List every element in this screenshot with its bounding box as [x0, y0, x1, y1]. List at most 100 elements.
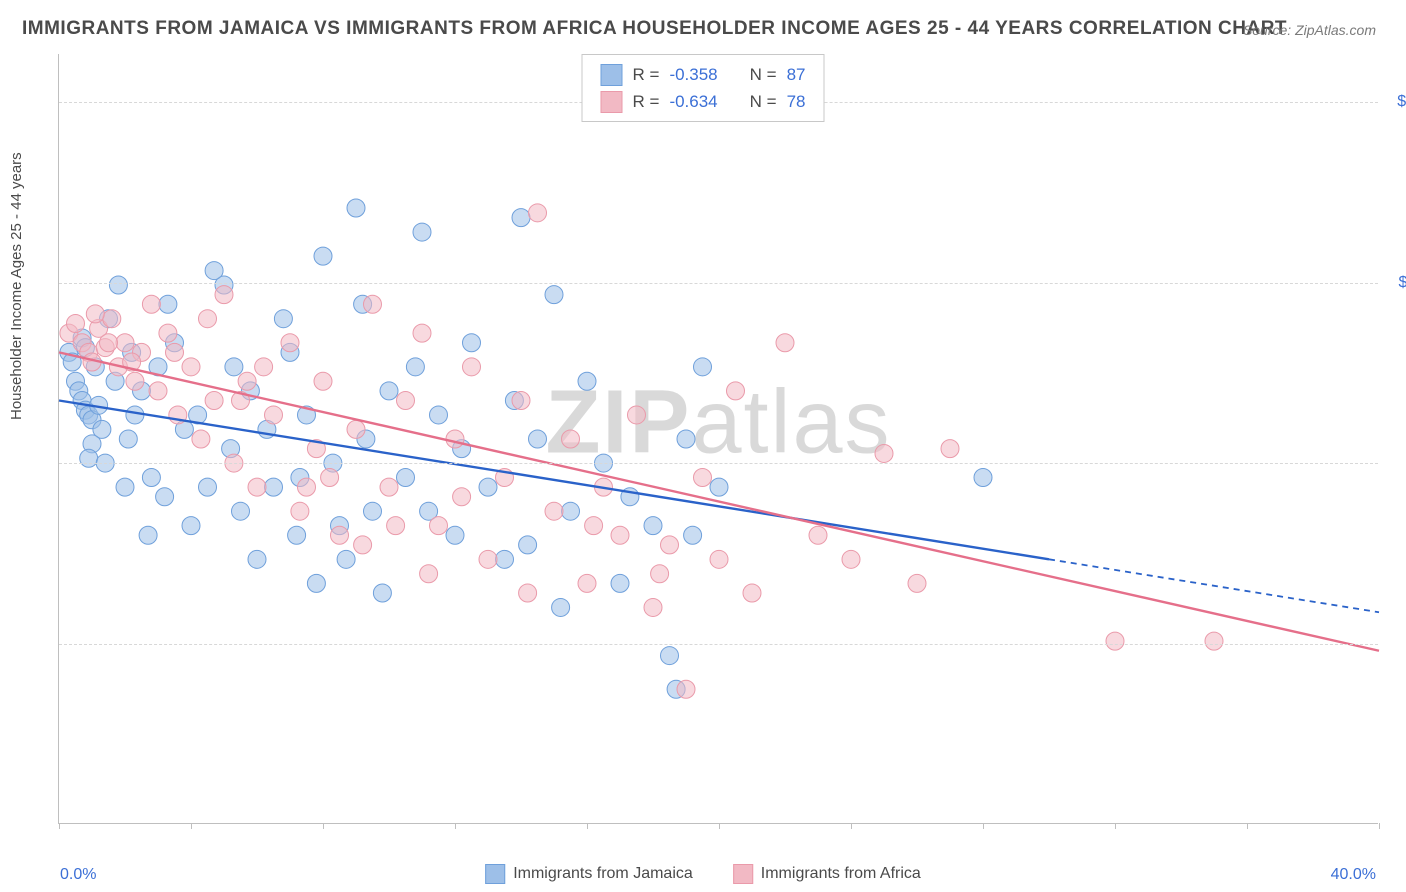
data-point	[1106, 632, 1124, 650]
swatch-icon	[733, 864, 753, 884]
data-point	[529, 430, 547, 448]
stats-row-africa: R = -0.634 N = 78	[601, 88, 806, 115]
data-point	[519, 536, 537, 554]
data-point	[776, 334, 794, 352]
data-point	[337, 550, 355, 568]
data-point	[298, 478, 316, 496]
data-point	[364, 502, 382, 520]
data-point	[364, 295, 382, 313]
y-tick-label: $112,500	[1384, 274, 1406, 292]
data-point	[628, 406, 646, 424]
x-tick	[1115, 823, 1116, 829]
x-tick	[851, 823, 852, 829]
source-attribution: Source: ZipAtlas.com	[1243, 22, 1376, 38]
data-point	[116, 478, 134, 496]
data-point	[215, 286, 233, 304]
data-point	[380, 382, 398, 400]
data-point	[387, 517, 405, 535]
data-point	[842, 550, 860, 568]
data-point	[651, 565, 669, 583]
data-point	[248, 550, 266, 568]
data-point	[274, 310, 292, 328]
data-point	[380, 478, 398, 496]
gridline	[59, 283, 1378, 284]
data-point	[139, 526, 157, 544]
data-point	[119, 430, 137, 448]
legend-label: Immigrants from Jamaica	[513, 865, 693, 883]
data-point	[199, 310, 217, 328]
x-tick	[59, 823, 60, 829]
data-point	[710, 550, 728, 568]
x-tick	[455, 823, 456, 829]
y-tick-label: $75,000	[1384, 454, 1406, 472]
y-tick-label: $37,500	[1384, 635, 1406, 653]
data-point	[562, 430, 580, 448]
data-point	[453, 488, 471, 506]
x-axis-min-label: 0.0%	[60, 866, 96, 884]
data-point	[694, 358, 712, 376]
data-point	[529, 204, 547, 222]
stat-r-label: R =	[633, 61, 660, 88]
data-point	[677, 430, 695, 448]
stat-r-label: R =	[633, 88, 660, 115]
data-point	[100, 334, 118, 352]
data-point	[446, 526, 464, 544]
data-point	[585, 517, 603, 535]
data-point	[908, 574, 926, 592]
data-point	[182, 517, 200, 535]
legend-bottom: Immigrants from Jamaica Immigrants from …	[485, 864, 921, 884]
x-axis-max-label: 40.0%	[1331, 866, 1376, 884]
data-point	[1205, 632, 1223, 650]
data-point	[86, 305, 104, 323]
data-point	[103, 310, 121, 328]
data-point	[710, 478, 728, 496]
data-point	[684, 526, 702, 544]
stats-row-jamaica: R = -0.358 N = 87	[601, 61, 806, 88]
data-point	[291, 502, 309, 520]
swatch-icon	[601, 91, 623, 113]
data-point	[307, 574, 325, 592]
data-point	[397, 392, 415, 410]
data-point	[545, 286, 563, 304]
data-point	[265, 406, 283, 424]
stat-n-value: 78	[787, 88, 806, 115]
data-point	[205, 262, 223, 280]
x-tick	[1247, 823, 1248, 829]
data-point	[265, 478, 283, 496]
data-point	[413, 223, 431, 241]
swatch-icon	[601, 64, 623, 86]
data-point	[149, 382, 167, 400]
data-point	[199, 478, 217, 496]
gridline	[59, 463, 1378, 464]
data-point	[159, 324, 177, 342]
data-point	[126, 406, 144, 424]
data-point	[354, 536, 372, 554]
data-point	[677, 680, 695, 698]
stat-r-value: -0.634	[669, 88, 717, 115]
data-point	[159, 295, 177, 313]
data-point	[413, 324, 431, 342]
data-point	[109, 276, 127, 294]
gridline	[59, 644, 1378, 645]
data-point	[347, 199, 365, 217]
data-point	[248, 478, 266, 496]
data-point	[321, 469, 339, 487]
legend-item-africa: Immigrants from Africa	[733, 864, 921, 884]
stat-n-label: N =	[750, 88, 777, 115]
legend-item-jamaica: Immigrants from Jamaica	[485, 864, 693, 884]
data-point	[463, 334, 481, 352]
data-point	[288, 526, 306, 544]
data-point	[314, 372, 332, 390]
data-point	[644, 598, 662, 616]
data-point	[661, 647, 679, 665]
data-point	[205, 392, 223, 410]
data-point	[611, 574, 629, 592]
data-point	[182, 358, 200, 376]
swatch-icon	[485, 864, 505, 884]
trend-line-extrapolated	[1049, 559, 1379, 612]
data-point	[430, 517, 448, 535]
data-point	[562, 502, 580, 520]
stat-r-value: -0.358	[669, 61, 717, 88]
x-tick	[1379, 823, 1380, 829]
x-tick	[323, 823, 324, 829]
